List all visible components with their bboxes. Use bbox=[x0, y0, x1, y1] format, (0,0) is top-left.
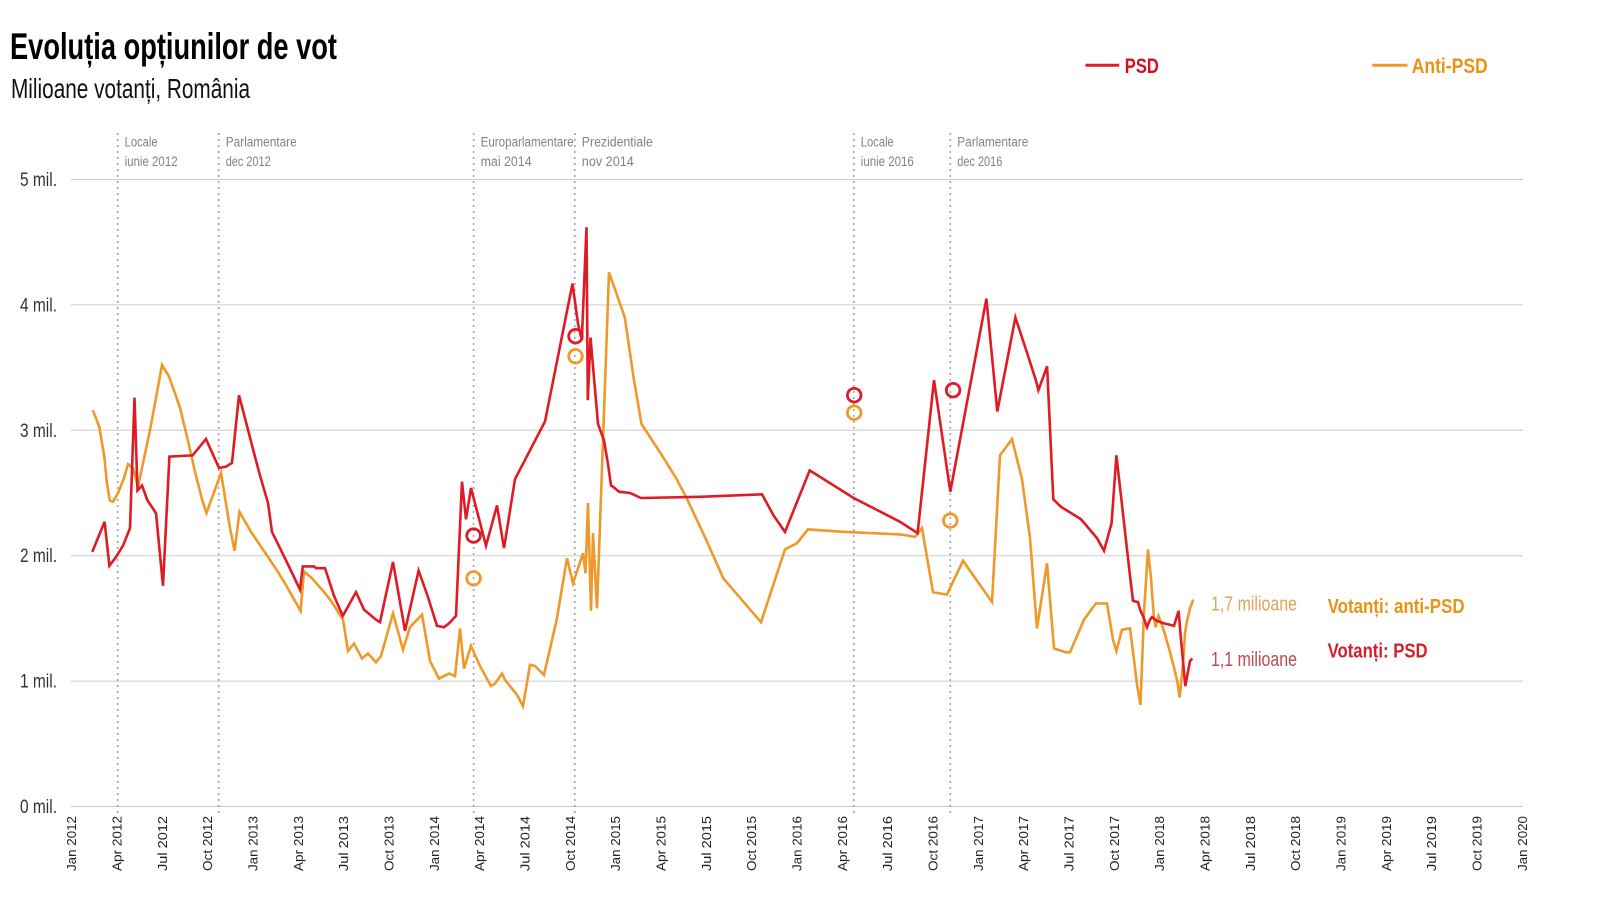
svg-text:Apr 2013: Apr 2013 bbox=[291, 816, 306, 871]
svg-text:Milioane votanți, România: Milioane votanți, România bbox=[11, 73, 250, 104]
svg-text:Jul 2017: Jul 2017 bbox=[1062, 816, 1077, 871]
svg-text:iunie 2012: iunie 2012 bbox=[125, 154, 178, 169]
svg-text:Apr 2015: Apr 2015 bbox=[654, 816, 669, 871]
svg-text:Jul 2015: Jul 2015 bbox=[699, 816, 714, 871]
svg-text:2 mil.: 2 mil. bbox=[20, 546, 57, 567]
svg-text:Jul 2016: Jul 2016 bbox=[880, 816, 895, 871]
svg-text:Parlamentare: Parlamentare bbox=[957, 135, 1028, 150]
svg-text:Oct 2015: Oct 2015 bbox=[744, 816, 759, 871]
svg-text:iunie 2016: iunie 2016 bbox=[861, 154, 914, 169]
svg-text:Apr 2018: Apr 2018 bbox=[1198, 816, 1213, 871]
svg-text:Oct 2019: Oct 2019 bbox=[1469, 816, 1484, 871]
svg-text:Jul 2013: Jul 2013 bbox=[336, 816, 351, 871]
svg-text:Apr 2017: Apr 2017 bbox=[1016, 816, 1031, 871]
svg-text:5 mil.: 5 mil. bbox=[20, 170, 57, 191]
svg-text:Jan 2019: Jan 2019 bbox=[1333, 816, 1348, 871]
svg-text:Parlamentare: Parlamentare bbox=[226, 135, 297, 150]
svg-text:Locale: Locale bbox=[861, 135, 894, 150]
svg-text:0 mil.: 0 mil. bbox=[20, 797, 57, 818]
svg-text:1,7 milioane: 1,7 milioane bbox=[1211, 594, 1297, 616]
svg-text:Apr 2012: Apr 2012 bbox=[110, 816, 125, 871]
svg-text:Jan 2014: Jan 2014 bbox=[427, 816, 442, 871]
svg-text:1,1 milioane: 1,1 milioane bbox=[1211, 649, 1297, 671]
svg-text:Jul 2012: Jul 2012 bbox=[155, 816, 170, 871]
svg-text:Evoluția opțiunilor de vot: Evoluția opțiunilor de vot bbox=[10, 26, 337, 68]
svg-text:Apr 2019: Apr 2019 bbox=[1379, 816, 1394, 871]
svg-text:Jan 2013: Jan 2013 bbox=[246, 816, 261, 871]
svg-text:Oct 2013: Oct 2013 bbox=[382, 816, 397, 871]
svg-text:Apr 2014: Apr 2014 bbox=[472, 816, 487, 871]
svg-text:4 mil.: 4 mil. bbox=[20, 295, 57, 316]
svg-text:PSD: PSD bbox=[1125, 55, 1159, 78]
svg-text:mai 2014: mai 2014 bbox=[481, 154, 532, 169]
svg-text:Oct 2018: Oct 2018 bbox=[1288, 816, 1303, 871]
svg-text:dec 2012: dec 2012 bbox=[226, 154, 271, 169]
svg-text:Jan 2012: Jan 2012 bbox=[64, 816, 79, 871]
svg-text:Apr 2016: Apr 2016 bbox=[835, 816, 850, 871]
svg-text:Oct 2014: Oct 2014 bbox=[563, 816, 578, 871]
svg-text:Anti-PSD: Anti-PSD bbox=[1412, 55, 1488, 78]
svg-text:Locale: Locale bbox=[125, 135, 158, 150]
svg-text:Prezidentiale: Prezidentiale bbox=[582, 135, 653, 150]
svg-text:1 mil.: 1 mil. bbox=[20, 672, 57, 693]
svg-text:Jan 2015: Jan 2015 bbox=[608, 816, 623, 871]
svg-text:dec 2016: dec 2016 bbox=[957, 154, 1002, 169]
svg-text:Jul 2018: Jul 2018 bbox=[1243, 816, 1258, 871]
svg-text:Jul 2014: Jul 2014 bbox=[518, 816, 533, 871]
svg-text:Jan 2018: Jan 2018 bbox=[1152, 816, 1167, 871]
svg-text:Jan 2020: Jan 2020 bbox=[1515, 816, 1530, 871]
svg-text:nov 2014: nov 2014 bbox=[582, 154, 634, 169]
svg-text:Oct 2012: Oct 2012 bbox=[200, 816, 215, 871]
svg-text:Votanți: PSD: Votanți: PSD bbox=[1328, 641, 1428, 663]
svg-text:3 mil.: 3 mil. bbox=[20, 421, 57, 442]
svg-text:Votanți: anti-PSD: Votanți: anti-PSD bbox=[1328, 596, 1465, 618]
svg-text:Jan 2017: Jan 2017 bbox=[971, 816, 986, 871]
svg-text:Oct 2017: Oct 2017 bbox=[1107, 816, 1122, 871]
svg-text:Jan 2016: Jan 2016 bbox=[790, 816, 805, 871]
svg-text:Europarlamentare: Europarlamentare bbox=[481, 135, 574, 150]
svg-text:Oct 2016: Oct 2016 bbox=[926, 816, 941, 871]
svg-text:Jul 2019: Jul 2019 bbox=[1424, 816, 1439, 871]
